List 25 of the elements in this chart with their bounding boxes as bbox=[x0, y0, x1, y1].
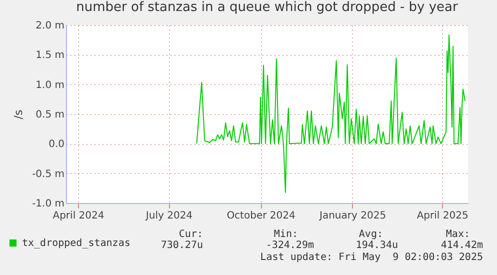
line-series bbox=[196, 34, 466, 193]
y-axis-title: /s bbox=[12, 110, 26, 120]
x-tick-label: April 2025 bbox=[416, 210, 468, 222]
x-tick-label: April 2024 bbox=[52, 210, 104, 222]
y-tick-label: 0.5 m bbox=[36, 110, 64, 120]
y-tick-label: 2.0 m bbox=[36, 20, 64, 32]
text: Avg: bbox=[358, 229, 383, 240]
x-tick-label: July 2024 bbox=[144, 210, 193, 222]
y-tick-label: -1.0 m bbox=[32, 198, 64, 210]
text: Cur: bbox=[178, 229, 203, 240]
text: 730.27u bbox=[160, 240, 203, 251]
text: Min: bbox=[274, 229, 298, 240]
x-tick-label: January 2025 bbox=[318, 210, 386, 222]
text: 414.42m bbox=[440, 240, 483, 251]
x-tick-label: October 2024 bbox=[226, 210, 296, 222]
chart-title: number of stanzas in a queue which got dropped - by year bbox=[76, 0, 459, 15]
text: -324.29m bbox=[266, 240, 314, 251]
legend-label: tx_dropped_stanzas bbox=[22, 238, 130, 249]
text: Last update: Fri May 9 02:00:03 2025 bbox=[260, 252, 483, 263]
y-tick-label: 0.0 bbox=[48, 139, 64, 150]
y-tick-label: 1.5 m bbox=[36, 50, 64, 62]
text: 194.34u bbox=[356, 240, 398, 251]
text: Max: bbox=[446, 229, 470, 240]
y-tick-label: 1.0 m bbox=[36, 80, 64, 91]
y-tick-label: -0.5 m bbox=[32, 168, 64, 180]
